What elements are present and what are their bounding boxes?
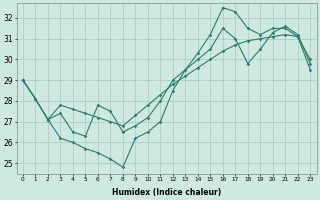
X-axis label: Humidex (Indice chaleur): Humidex (Indice chaleur) [112,188,221,197]
